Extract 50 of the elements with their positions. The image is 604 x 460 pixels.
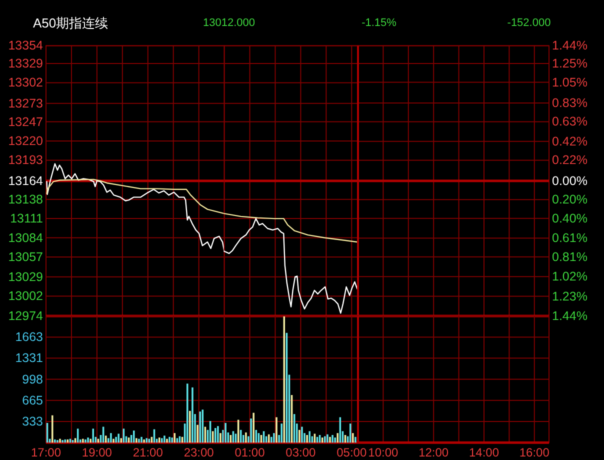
- y2-tick-label: 0.61%: [552, 231, 588, 246]
- text: -1.15%: [362, 17, 397, 29]
- x-tick-label: 21:00: [132, 446, 164, 460]
- x-tick-label: 01:00: [234, 446, 266, 460]
- y-tick-label: 13164: [8, 174, 44, 188]
- x-tick-label: 16:00: [519, 446, 550, 460]
- x-tick-label: 10:00: [368, 446, 399, 460]
- y2-tick-label: 0.63%: [552, 114, 588, 129]
- y2-tick-label: 0.22%: [552, 153, 588, 168]
- x-tick-label: 19:00: [82, 446, 112, 460]
- y-tick-label: 333: [22, 414, 44, 428]
- y-tick-label: 1331: [15, 351, 44, 366]
- y-tick-label: 13354: [8, 38, 44, 53]
- y2-tick-label: 1.44%: [552, 38, 588, 53]
- y2-tick-label: 0.00%: [552, 174, 588, 188]
- y2-tick-label: 1.02%: [552, 270, 588, 284]
- y-tick-label: 13111: [10, 212, 44, 226]
- y2-tick-label: 0.20%: [552, 192, 588, 207]
- x-tick-label: 03:00: [286, 446, 316, 460]
- y-tick-label: 13302: [8, 76, 44, 90]
- y-tick-label: 13029: [8, 270, 44, 284]
- x-tick-label: 05:00: [336, 446, 367, 460]
- x-tick-label: 14:00: [468, 446, 500, 460]
- y2-tick-label: 1.23%: [552, 289, 588, 304]
- y2-tick-label: 0.42%: [552, 134, 588, 148]
- x-tick-label: 17:00: [30, 446, 62, 460]
- y2-tick-label: 1.44%: [552, 309, 588, 323]
- y-tick-label: 998: [22, 372, 44, 386]
- y2-tick-label: 0.40%: [552, 211, 588, 226]
- y2-tick-label: 0.81%: [552, 250, 588, 264]
- y-tick-label: 13220: [8, 134, 44, 148]
- y-tick-label: 12974: [8, 309, 44, 323]
- x-tick-label: 12:00: [418, 446, 449, 460]
- y-tick-label: 13273: [8, 96, 44, 110]
- y-tick-label: 665: [22, 393, 44, 408]
- text: 13012.000: [203, 17, 255, 29]
- y-tick-label: 13247: [8, 114, 44, 129]
- y2-tick-label: 1.05%: [552, 75, 588, 90]
- y2-tick-label: 1.25%: [552, 56, 588, 71]
- y-tick-label: 13057: [8, 250, 44, 264]
- y-tick-label: 13193: [8, 153, 44, 168]
- y-tick-label: 13002: [8, 289, 44, 304]
- text: -152.000: [507, 17, 551, 29]
- y-tick-label: 13329: [8, 56, 44, 70]
- y-tick-label: 13084: [8, 230, 44, 245]
- chart-title: A50期指连续: [33, 16, 108, 30]
- y-tick-label: 13138: [8, 192, 44, 206]
- y2-tick-label: 0.83%: [552, 96, 588, 110]
- y-tick-label: 1663: [15, 330, 44, 344]
- x-tick-label: 23:00: [184, 446, 214, 460]
